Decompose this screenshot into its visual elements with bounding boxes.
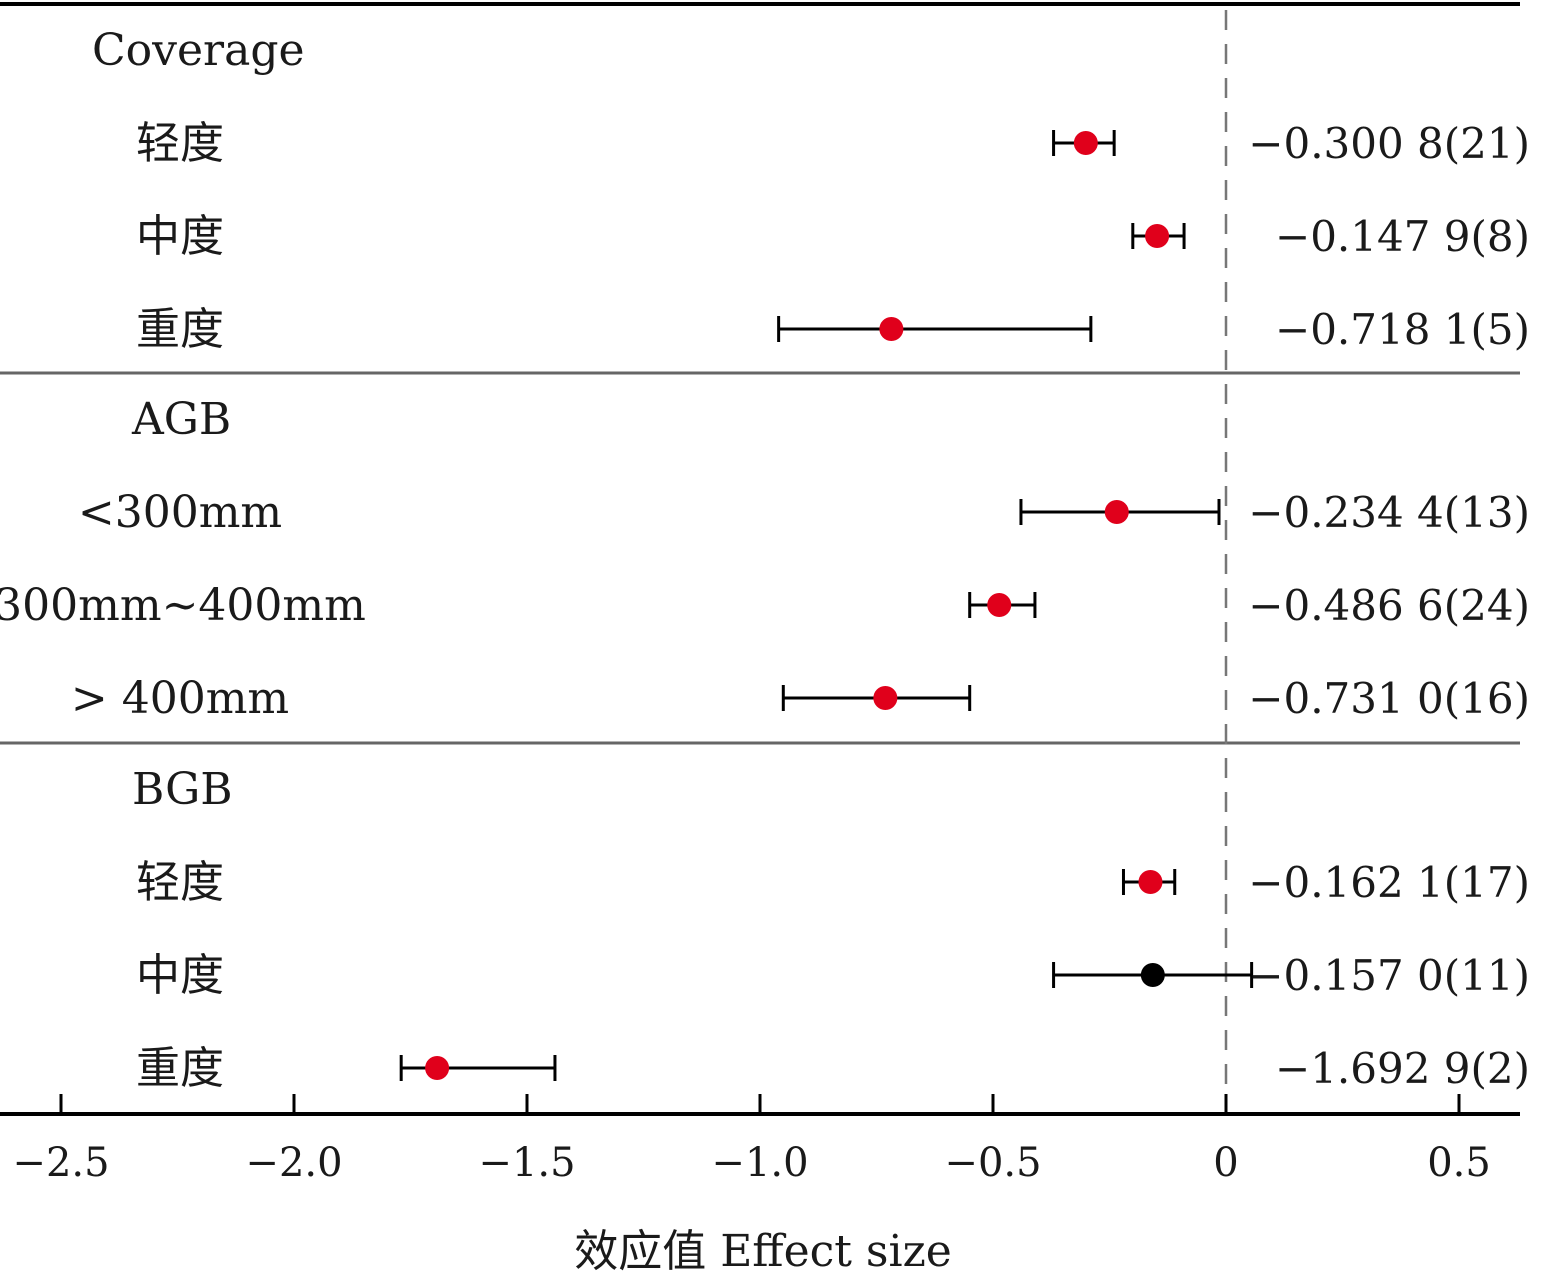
effect-value-label: −0.157 0(11): [1248, 951, 1530, 1000]
row-label: 轻度: [136, 857, 224, 908]
effect-point: [987, 593, 1012, 617]
effect-value-label: −0.486 6(24): [1248, 581, 1530, 630]
effect-point: [1140, 963, 1165, 987]
effect-point: [1138, 870, 1163, 894]
row-label: 轻度: [136, 118, 224, 169]
row-label: <300mm: [78, 487, 282, 538]
row-label: 重度: [136, 1043, 224, 1094]
effect-value-label: −0.300 8(21): [1248, 119, 1530, 168]
row-label: 300mm~400mm: [0, 580, 366, 631]
effect-value-label: −0.731 0(16): [1248, 674, 1530, 723]
x-tick-label: −0.5: [944, 1140, 1041, 1186]
x-tick-label: 0: [1213, 1140, 1238, 1186]
effect-value-label: −0.162 1(17): [1248, 858, 1530, 907]
x-tick-label: −1.5: [478, 1140, 575, 1186]
x-tick-label: −2.5: [12, 1140, 109, 1186]
x-tick-label: −2.0: [245, 1140, 342, 1186]
effect-point: [425, 1056, 450, 1080]
effect-value-label: −0.234 4(13): [1248, 488, 1530, 537]
x-axis-ticks: −2.5 −2.0 −1.5 −1.0 −0.5 0 0.5: [12, 1094, 1491, 1186]
effect-point: [873, 686, 898, 710]
effect-point: [1145, 224, 1170, 248]
effect-value-label: −1.692 9(2): [1275, 1044, 1530, 1093]
x-axis-title: 效应值 Effect size: [574, 1226, 952, 1276]
effect-point: [1104, 500, 1129, 524]
group-label: Coverage: [92, 25, 305, 76]
row-label: > 400mm: [71, 673, 289, 724]
effect-value-label: −0.147 9(8): [1275, 212, 1530, 261]
effect-value-label: −0.718 1(5): [1275, 305, 1530, 354]
effect-point: [879, 317, 904, 341]
forest-rows: Coverage 轻度 −0.300 8(21) 中度 −0.147 9(8) 重度 −0.…: [0, 25, 1530, 1094]
row-label: 重度: [136, 304, 224, 355]
x-tick-label: 0.5: [1427, 1140, 1491, 1186]
x-tick-label: −1.0: [711, 1140, 808, 1186]
group-label: BGB: [132, 764, 233, 815]
row-label: 中度: [136, 211, 224, 262]
effect-point: [1073, 131, 1098, 155]
row-label: 中度: [136, 950, 224, 1001]
group-label: AGB: [131, 394, 231, 445]
